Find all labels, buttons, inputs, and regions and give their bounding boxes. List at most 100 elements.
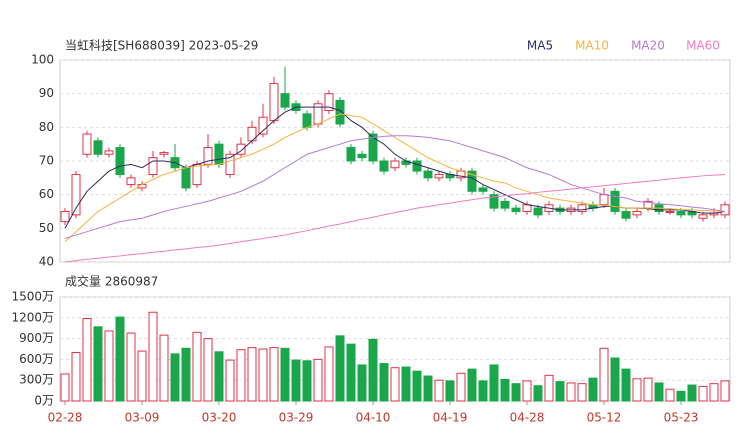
- volume-title: 成交量 2860987: [65, 274, 158, 289]
- candle-body: [720, 204, 730, 216]
- candle-body: [181, 167, 191, 189]
- candle-body: [533, 207, 543, 216]
- candle-body: [467, 170, 477, 192]
- volume-bar: [357, 364, 367, 402]
- y-tick-label: 1200万: [11, 310, 54, 324]
- volume-bar: [709, 383, 719, 402]
- candle-body: [698, 214, 708, 219]
- volume-bar: [137, 350, 147, 402]
- candle-body: [192, 163, 202, 186]
- candle-body: [126, 177, 136, 186]
- candle-body: [236, 143, 246, 155]
- x-tick-label: 05-23: [664, 411, 699, 425]
- x-tick-label: 02-28: [48, 411, 83, 425]
- candle-body: [676, 211, 686, 216]
- volume-bar: [126, 332, 136, 402]
- candle-body: [104, 150, 114, 155]
- candle-body: [60, 211, 70, 223]
- y-tick-label: 80: [39, 120, 54, 134]
- candle-body: [115, 147, 125, 175]
- volume-bar: [93, 326, 103, 402]
- volume-bar: [159, 334, 169, 402]
- candle-body: [148, 157, 158, 175]
- volume-bar: [632, 378, 642, 402]
- candle-body: [610, 190, 620, 213]
- volume-bar: [258, 348, 268, 402]
- ma-line: [64, 173, 726, 263]
- candle-body: [71, 173, 81, 216]
- x-tick-label: 03-09: [125, 411, 160, 425]
- volume-bar: [291, 359, 301, 402]
- volume-bar: [687, 384, 697, 402]
- candle-body: [357, 153, 367, 159]
- y-tick-label: 50: [39, 221, 54, 235]
- ma-line: [64, 113, 726, 243]
- candle-body: [511, 207, 521, 212]
- x-tick-label: 03-20: [202, 411, 237, 425]
- volume-bar: [236, 349, 246, 402]
- volume-bar: [533, 385, 543, 402]
- candle-body: [665, 211, 675, 213]
- volume-bar: [720, 380, 730, 402]
- candle-body: [434, 173, 444, 179]
- volume-bar: [511, 383, 521, 402]
- volume-bar: [412, 370, 422, 402]
- candle-body: [500, 200, 510, 209]
- volume-bar: [203, 338, 213, 402]
- volume-bar: [577, 383, 587, 402]
- volume-bar: [621, 368, 631, 402]
- candle-body: [390, 160, 400, 169]
- volume-bar: [60, 373, 70, 402]
- y-tick-label: 60: [39, 187, 54, 201]
- x-tick-label: 05-12: [587, 411, 622, 425]
- volume-bar: [115, 316, 125, 402]
- volume-bar: [346, 343, 356, 402]
- volume-bar: [335, 335, 345, 402]
- legend-label: MA10: [575, 39, 609, 53]
- volume-bar: [489, 364, 499, 402]
- y-tick-label: 70: [39, 154, 54, 168]
- volume-bar: [225, 359, 235, 402]
- volume-bar: [368, 338, 378, 402]
- volume-bar: [379, 363, 389, 402]
- candle-body: [632, 211, 642, 216]
- volume-bar: [247, 347, 257, 402]
- x-tick-label: 04-10: [356, 411, 391, 425]
- volume-bar: [104, 330, 114, 402]
- candle-body: [159, 152, 169, 155]
- candle-body: [379, 160, 389, 172]
- volume-bar: [665, 388, 675, 402]
- candle-body: [203, 147, 213, 165]
- volume-bar: [654, 382, 664, 402]
- volume-bar: [148, 311, 158, 402]
- candle-body: [599, 194, 609, 206]
- volume-bar: [71, 351, 81, 402]
- candle-body: [522, 204, 532, 212]
- y-tick-label: 1500万: [11, 290, 54, 304]
- x-tick-label: 04-28: [510, 411, 545, 425]
- legend-label: MA5: [527, 39, 553, 53]
- volume-bar: [192, 331, 202, 402]
- candle-body: [269, 83, 279, 122]
- x-tick-label: 03-29: [279, 411, 314, 425]
- volume-bar: [566, 382, 576, 402]
- y-tick-label: 90: [39, 86, 54, 100]
- volume-bar: [170, 353, 180, 402]
- volume-bar: [423, 375, 433, 402]
- volume-bar: [82, 317, 92, 402]
- volume-bar: [467, 368, 477, 402]
- legend-label: MA20: [631, 39, 665, 53]
- y-tick-label: 100: [31, 53, 54, 67]
- volume-bar: [302, 360, 312, 402]
- volume-bar: [599, 347, 609, 402]
- volume-bar: [522, 380, 532, 402]
- volume-bar: [181, 347, 191, 402]
- volume-bar: [214, 351, 224, 402]
- candle-body: [280, 93, 290, 108]
- volume-bar: [390, 367, 400, 402]
- y-tick-label: 0万: [34, 394, 54, 408]
- candle-body: [214, 143, 224, 165]
- volume-bar: [698, 385, 708, 402]
- x-tick-label: 04-19: [433, 411, 468, 425]
